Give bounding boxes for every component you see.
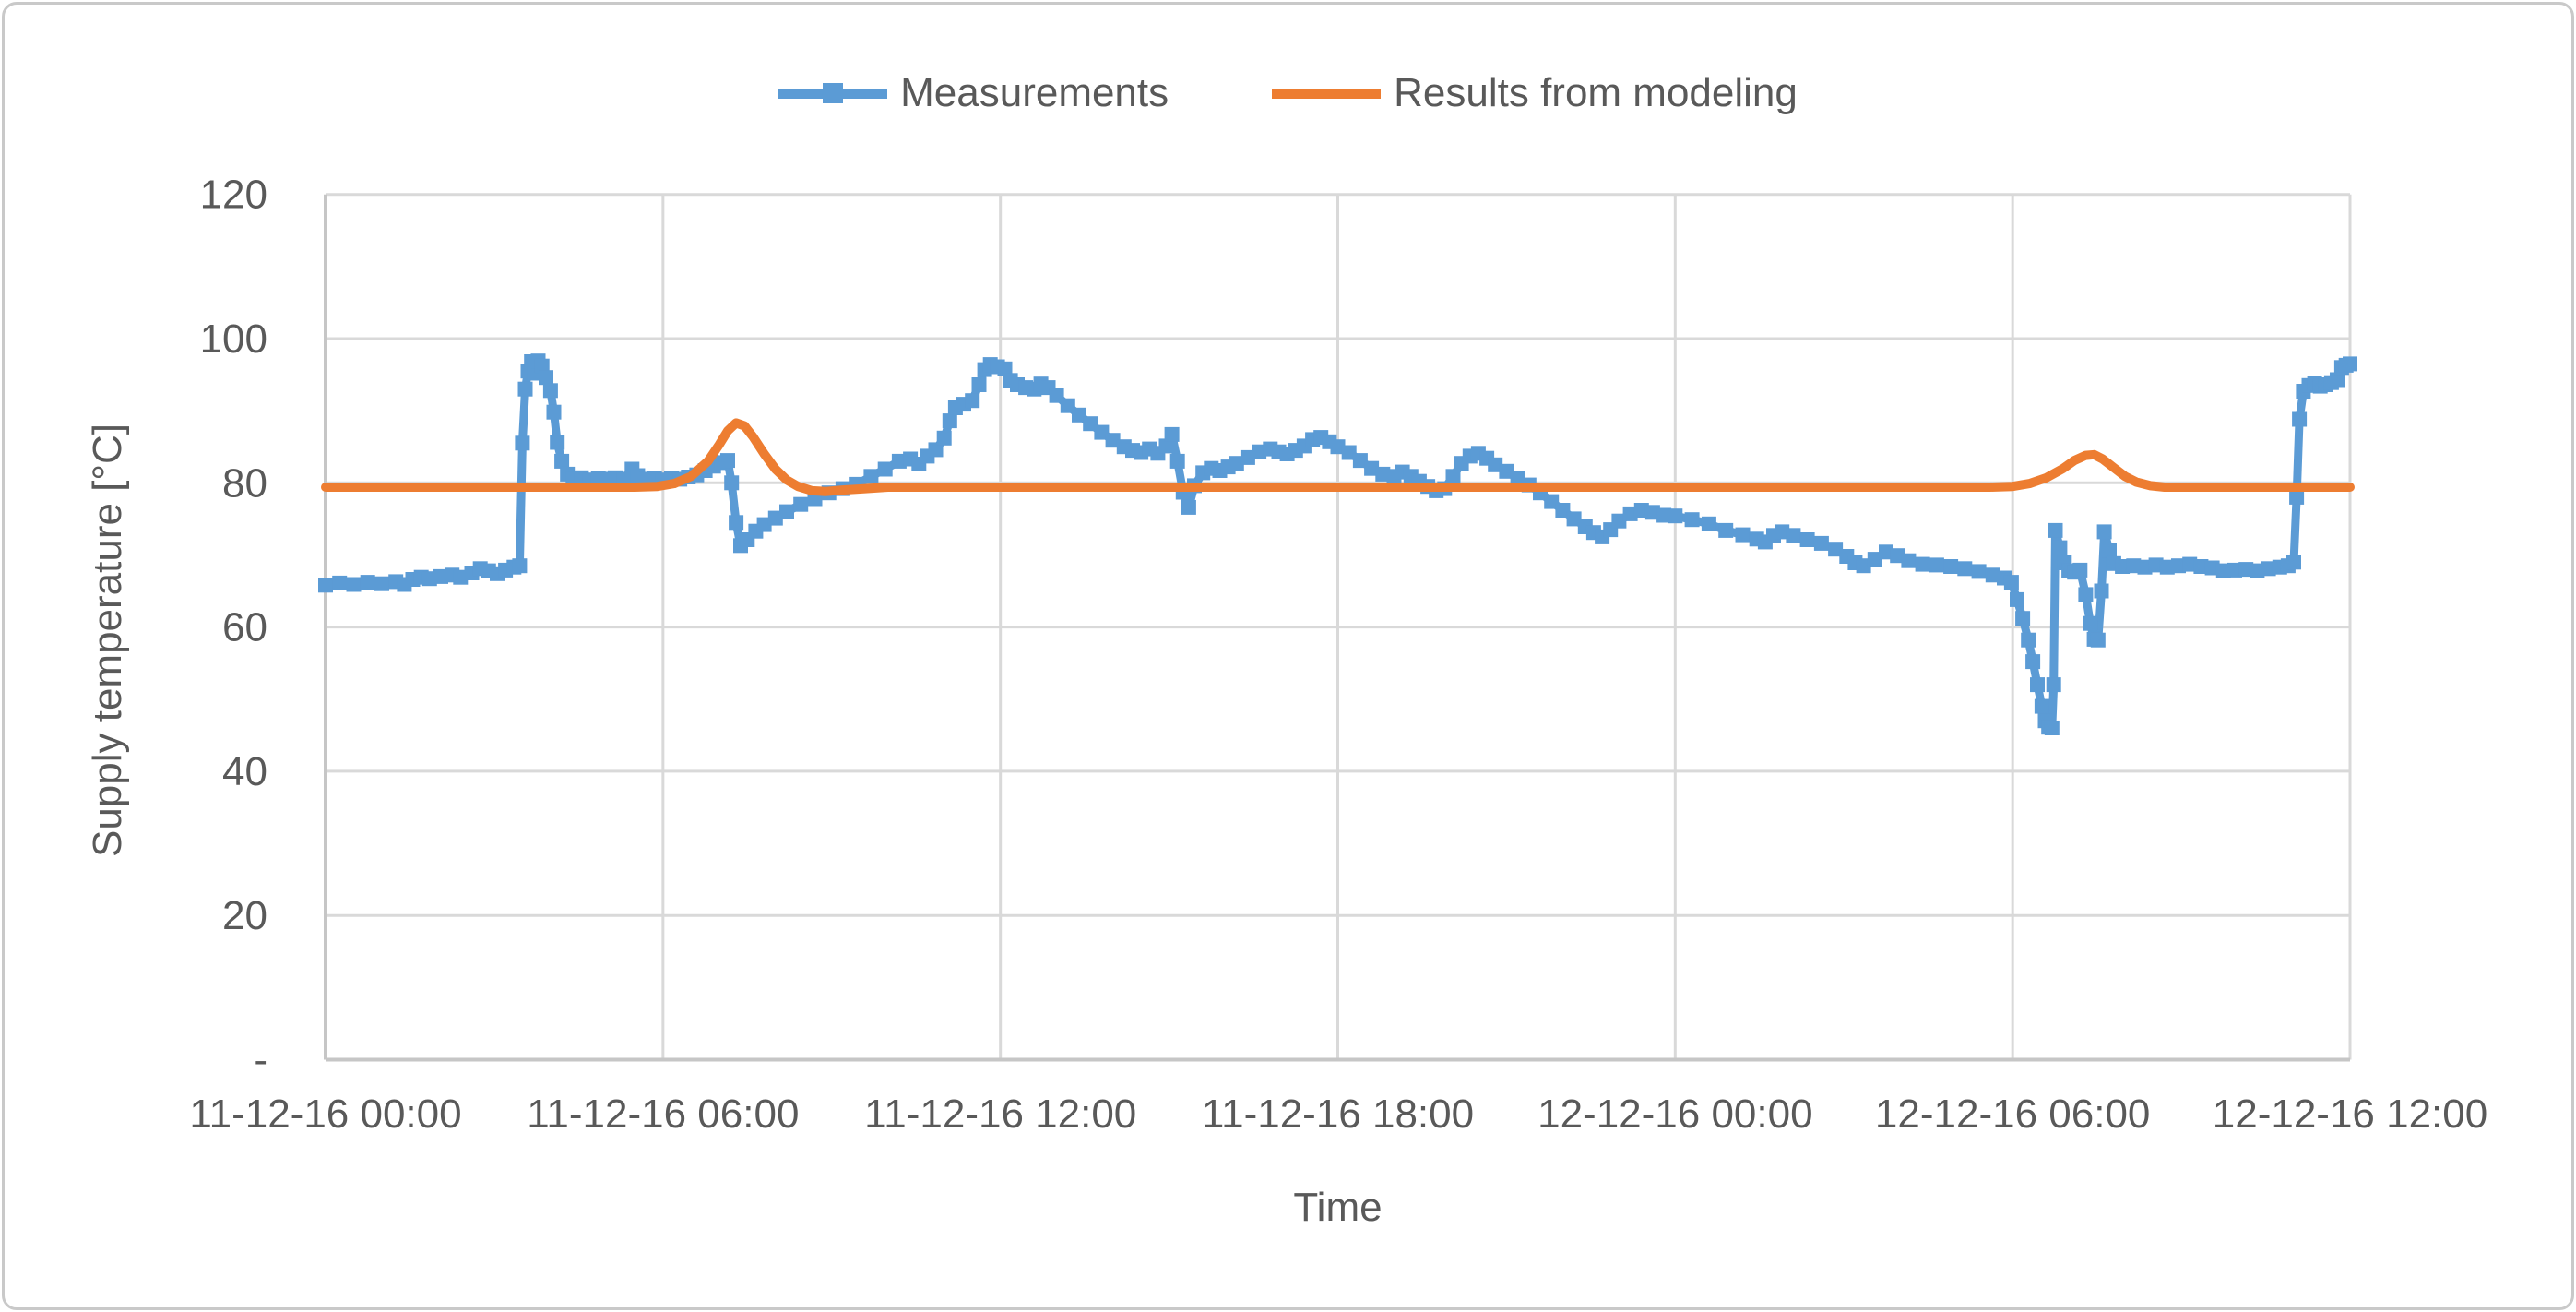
legend-item-measurements: Measurements bbox=[778, 73, 1169, 113]
legend-label-measurements: Measurements bbox=[900, 70, 1169, 115]
legend: Measurements Results from modeling bbox=[0, 61, 2576, 125]
y-tick-label: 60 bbox=[222, 605, 267, 650]
x-tick-label: 11-12-16 18:00 bbox=[1202, 1091, 1474, 1137]
y-tick-label: 20 bbox=[222, 893, 267, 938]
x-tick-label: 12-12-16 12:00 bbox=[2213, 1091, 2487, 1137]
modeling-line-sample-icon bbox=[1272, 88, 1382, 99]
y-tick-label: 120 bbox=[200, 173, 267, 218]
y-tick-label: 100 bbox=[200, 316, 267, 362]
y-tick-label: - bbox=[254, 1038, 267, 1083]
y-axis-title: Supply temperature [°C] bbox=[85, 423, 130, 858]
measurements-square-marker-icon bbox=[823, 82, 844, 103]
measurements-line-sample-icon bbox=[778, 82, 888, 103]
x-tick-label: 11-12-16 00:00 bbox=[189, 1091, 461, 1137]
y-tick-label: 40 bbox=[222, 749, 267, 794]
modeling-line bbox=[321, 418, 2355, 496]
x-axis-title: Time bbox=[1293, 1185, 1383, 1230]
y-tick-label: 80 bbox=[222, 460, 267, 506]
legend-label-modeling: Results from modeling bbox=[1394, 70, 1798, 115]
x-tick-label: 11-12-16 12:00 bbox=[864, 1091, 1136, 1137]
x-tick-label: 11-12-16 06:00 bbox=[527, 1091, 799, 1137]
x-tick-label: 12-12-16 06:00 bbox=[1875, 1091, 2150, 1137]
legend-item-modeling: Results from modeling bbox=[1272, 73, 1798, 113]
x-tick-label: 12-12-16 00:00 bbox=[1537, 1091, 1812, 1137]
